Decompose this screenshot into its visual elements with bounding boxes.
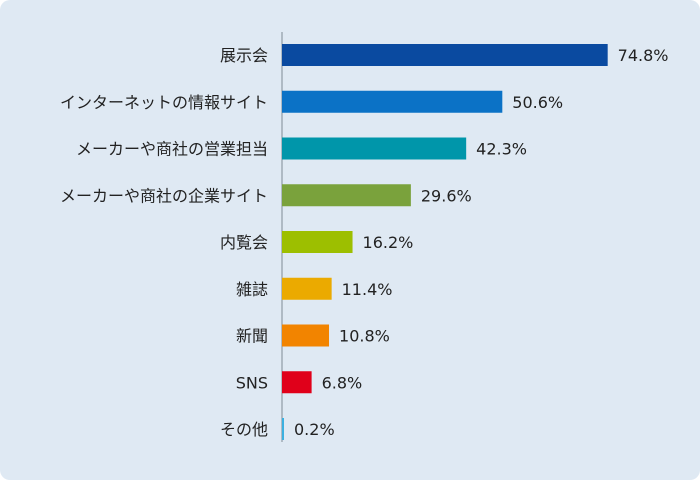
- bar-1: [282, 90, 503, 113]
- category-label-1: インターネットの情報サイト: [60, 93, 268, 112]
- value-label-4: 16.2%: [363, 233, 414, 252]
- value-labels-group: 74.8% 50.6% 42.3% 29.6% 16.2% 11.4% 10.8% 6.8% 0…: [294, 46, 669, 439]
- bar-3: [282, 184, 411, 207]
- category-labels-group: 展示会インターネットの情報サイトメーカーや商社の営業担当メーカーや商社の企業サイ…: [60, 46, 268, 439]
- category-label-4: 内覧会: [220, 233, 268, 252]
- category-label-8: その他: [220, 420, 268, 439]
- value-label-5: 11.4%: [342, 280, 393, 299]
- bar-8: [282, 418, 284, 440]
- bar-4: [282, 231, 353, 253]
- bar-0: [282, 44, 608, 66]
- value-label-1: 50.6%: [512, 93, 563, 112]
- value-label-8: 0.2%: [294, 420, 335, 439]
- value-label-3: 29.6%: [421, 186, 472, 205]
- bar-5: [282, 277, 332, 300]
- category-label-5: 雑誌: [236, 280, 268, 299]
- category-label-3: メーカーや商社の企業サイト: [60, 186, 268, 205]
- bar-7: [282, 371, 312, 394]
- category-label-7: SNS: [236, 373, 268, 392]
- value-label-0: 74.8%: [618, 46, 669, 65]
- value-label-6: 10.8%: [339, 327, 390, 346]
- bars-group: [282, 44, 608, 440]
- bar-6: [282, 324, 330, 347]
- category-label-2: メーカーや商社の営業担当: [76, 140, 268, 159]
- category-label-6: 新聞: [236, 327, 268, 346]
- value-label-2: 42.3%: [476, 140, 527, 159]
- value-label-7: 6.8%: [322, 373, 363, 392]
- bar-2: [282, 137, 467, 160]
- category-label-0: 展示会: [220, 46, 268, 65]
